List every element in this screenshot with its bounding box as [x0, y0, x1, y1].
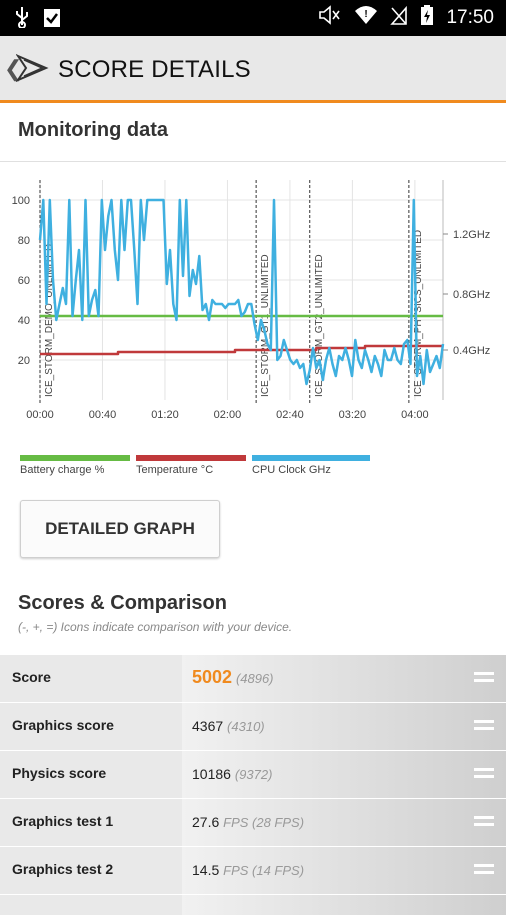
legend-cpu-label: CPU Clock GHz — [252, 464, 331, 476]
row-label: Physics score — [12, 765, 107, 781]
scores-subtitle: (-, +, =) Icons indicate comparison with… — [18, 620, 293, 634]
row-value: 4367 — [192, 718, 224, 734]
series-line-1 — [40, 344, 443, 356]
svg-text:!: ! — [365, 9, 368, 20]
divider — [0, 161, 506, 162]
page-title: SCORE DETAILS — [58, 56, 251, 83]
mute-icon — [318, 4, 342, 31]
row-label: Graphics score — [12, 717, 114, 733]
series-line-2 — [38, 198, 445, 386]
scores-table: Score 5002 (4896) Graphics score 4367 (4… — [0, 655, 506, 916]
y-tick-label: 80 — [18, 235, 30, 247]
run-marker-label: ICE_STORM_DEMO_UNLIMITED — [44, 244, 55, 397]
y-tick-label: 20 — [18, 355, 30, 367]
equal-icon — [474, 864, 494, 878]
row-value: 10186 — [192, 766, 231, 782]
clock-time: 17:50 — [446, 6, 494, 28]
row-reference: (9372) — [234, 767, 273, 782]
detailed-graph-button[interactable]: DETAILED GRAPH — [20, 500, 220, 558]
x-tick-label: 00:40 — [89, 409, 117, 421]
equal-icon — [474, 816, 494, 830]
table-row[interactable]: Graphics test 1 27.6 FPS (28 FPS) — [0, 799, 506, 847]
legend-battery: Battery charge % — [20, 455, 130, 476]
x-tick-label: 04:00 — [401, 409, 429, 421]
table-row[interactable]: Graphics score 4367 (4310) — [0, 703, 506, 751]
row-label: Graphics test 1 — [12, 813, 114, 829]
right-tick-label: 0.4GHz — [453, 345, 490, 357]
equal-icon — [474, 672, 494, 686]
run-marker-label: ICE_STORM_GT1_UNLIMITED — [260, 254, 271, 397]
monitoring-chart: ICE_STORM_DEMO_UNLIMITED ICE_STORM_GT1_UN… — [12, 180, 490, 421]
equal-icon — [474, 768, 494, 782]
row-reference: (4310) — [227, 719, 265, 734]
x-tick-label: 02:00 — [214, 409, 242, 421]
row-value-cell — [182, 895, 506, 915]
legend-temperature: Temperature °C — [136, 455, 246, 476]
table-row[interactable]: Score 5002 (4896) — [0, 655, 506, 703]
y-tick-label: 60 — [18, 275, 30, 287]
legend-temperature-label: Temperature °C — [136, 464, 214, 476]
equal-icon — [474, 720, 494, 734]
no-signal-icon — [390, 4, 408, 31]
x-tick-label: 03:20 — [339, 409, 367, 421]
back-arrow-icon[interactable]: ❮ — [4, 56, 23, 81]
right-tick-label: 1.2GHz — [453, 229, 490, 241]
y-tick-label: 40 — [18, 315, 30, 327]
row-label: Score — [12, 669, 51, 685]
table-row[interactable]: Physics score 10186 (9372) — [0, 751, 506, 799]
row-value: 14.5 — [192, 862, 220, 878]
app-logo-icon[interactable] — [15, 50, 50, 89]
score-reference: (4896) — [235, 671, 274, 686]
legend-cpu-swatch — [252, 455, 370, 461]
table-row[interactable] — [0, 895, 506, 916]
usb-icon — [14, 6, 30, 33]
row-value-cell: 4367 (4310) — [182, 703, 506, 750]
x-tick-label: 02:40 — [276, 409, 304, 421]
y-tick-label: 100 — [12, 195, 30, 207]
clipboard-icon — [42, 6, 62, 33]
scores-title: Scores & Comparison — [18, 592, 227, 614]
status-bar: ! 17:50 — [0, 0, 506, 36]
run-marker-label: ICE_STORM_PHYSICS_UNLIMITED — [413, 230, 424, 397]
row-value: 27.6 — [192, 814, 220, 830]
wifi-icon: ! — [354, 4, 378, 31]
legend-cpu: CPU Clock GHz — [252, 455, 370, 476]
row-value-cell: 10186 (9372) — [182, 751, 506, 798]
row-label: Graphics test 2 — [12, 861, 114, 877]
run-marker-label: ICE_STORM_GT2_UNLIMITED — [314, 254, 325, 397]
monitoring-title: Monitoring data — [18, 119, 168, 141]
app-bar: ❮ SCORE DETAILS — [0, 36, 506, 103]
battery-icon — [420, 4, 434, 31]
score-value: 5002 — [192, 667, 233, 687]
x-tick-label: 00:00 — [26, 409, 54, 421]
row-value-cell: 14.5 FPS (14 FPS) — [182, 847, 506, 894]
table-row[interactable]: Graphics test 2 14.5 FPS (14 FPS) — [0, 847, 506, 895]
legend-temperature-swatch — [136, 455, 246, 461]
legend-battery-label: Battery charge % — [20, 464, 105, 476]
legend-battery-swatch — [20, 455, 130, 461]
row-reference: FPS (28 FPS) — [223, 815, 305, 830]
right-tick-label: 0.8GHz — [453, 289, 490, 301]
x-tick-label: 01:20 — [151, 409, 179, 421]
row-value-cell: 27.6 FPS (28 FPS) — [182, 799, 506, 846]
row-value-cell: 5002 (4896) — [182, 655, 506, 702]
row-reference: FPS (14 FPS) — [223, 863, 305, 878]
